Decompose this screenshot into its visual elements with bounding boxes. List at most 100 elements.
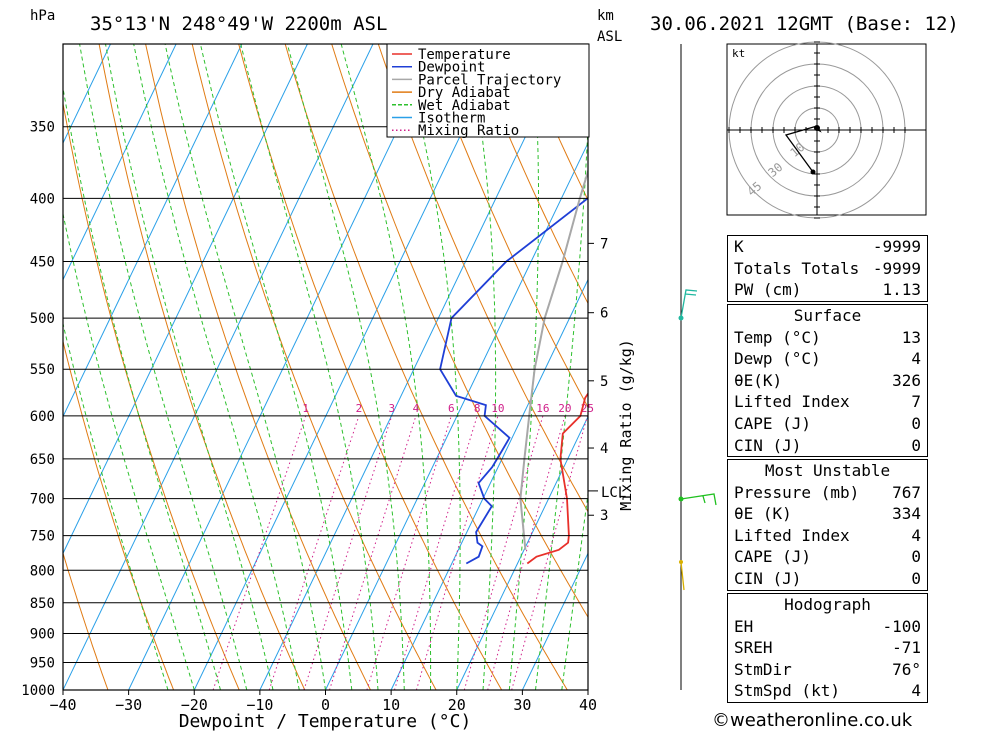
wet-adiabat-line: [164, 44, 326, 690]
most-unstable-label: θE (K): [734, 504, 792, 524]
mixing-ratio-line: [303, 415, 393, 690]
height-tick-label: 6: [600, 306, 608, 322]
mixing-ratio-line: [329, 415, 417, 690]
dry-adiabat-line: [470, 44, 588, 305]
hodograph-stat-value: -71: [892, 638, 921, 658]
mixing-ratio-label: 6: [448, 402, 455, 415]
most-unstable-label: Lifted Index: [734, 525, 850, 545]
location-title: 35°13'N 248°49'W 2200m ASL: [90, 13, 387, 35]
x-tick-label: 30: [513, 696, 531, 714]
dry-adiabat-line: [925, 26, 1000, 690]
axes: 3504004505005506006507007508008509009501…: [21, 43, 626, 714]
most-unstable-row: Pressure (mb) 767: [728, 482, 927, 504]
dry-adiabat-line: [145, 44, 371, 690]
x-tick-label: 40: [579, 696, 597, 714]
mixing-ratio-line: [511, 415, 588, 690]
isotherm-line: [521, 552, 588, 690]
x-axis-label: Dewpoint / Temperature (°C): [179, 711, 472, 732]
hodograph-point: [810, 169, 816, 175]
wind-profile: [678, 44, 717, 690]
pressure-tick-label: 1000: [21, 683, 55, 699]
surface-value: 326: [892, 370, 921, 390]
dry-adiabat-line: [98, 44, 306, 690]
isotherm-line: [325, 141, 588, 690]
hodograph-panel: Hodograph EH -100 SREH -71 StmDir 76° StmSpd (…: [727, 593, 928, 703]
pressure-tick-label: 850: [30, 596, 55, 612]
surface-label: θE(K): [734, 370, 783, 390]
km-label: km: [597, 8, 614, 24]
mixing-ratio-label: 10: [491, 402, 504, 415]
surface-label: CIN (J): [734, 435, 802, 455]
mixing-ratio-line: [487, 415, 566, 690]
pw-value: 1.13: [882, 280, 921, 300]
x-tick-label: −20: [181, 696, 208, 714]
pressure-tick-label: 350: [30, 120, 55, 136]
surface-row: Lifted Index 7: [728, 391, 927, 413]
mixing-ratio-line: [394, 415, 478, 690]
wet-adiabat-line: [63, 211, 195, 690]
x-tick-label: −10: [246, 696, 273, 714]
isotherm-line: [63, 44, 374, 690]
hodograph-point: [814, 125, 820, 131]
wet-adiabat-line: [199, 44, 353, 690]
totals-totals-row: Totals Totals -9999: [734, 258, 921, 278]
most-unstable-value: 0: [911, 547, 921, 567]
copyright-footer[interactable]: ©weatheronline.co.uk: [712, 710, 913, 731]
asl-label: ASL: [597, 29, 622, 45]
pressure-tick-label: 800: [30, 563, 55, 579]
most-unstable-label: CAPE (J): [734, 547, 812, 567]
surface-value: 4: [911, 349, 921, 369]
mixing-ratio-label: 20: [558, 402, 571, 415]
mixing-ratio-label: 1: [302, 402, 309, 415]
height-tick-label: 5: [600, 374, 608, 390]
wet-adiabat-line: [133, 44, 300, 690]
isotherm-line: [63, 44, 177, 281]
x-tick-label: −30: [115, 696, 142, 714]
x-tick-label: 0: [321, 696, 330, 714]
pw-row: PW (cm) 1.13: [734, 280, 921, 300]
mixing-ratio-line: [463, 415, 544, 690]
dry-adiabat-line: [63, 339, 175, 690]
most-unstable-row: CIN (J) 0: [728, 568, 927, 590]
legend-label: Dewpoint: [418, 60, 485, 76]
surface-label: Lifted Index: [734, 392, 850, 412]
hodograph-stat-label: SREH: [734, 638, 773, 658]
legend-label: Wet Adiabat: [418, 98, 511, 114]
surface-title: Surface: [793, 306, 862, 325]
k-index-value: -9999: [872, 237, 921, 256]
hodograph-stat-value: -100: [882, 616, 921, 636]
legend-label: Dry Adiabat: [418, 85, 511, 101]
surface-label: CAPE (J): [734, 413, 812, 433]
dry-adiabat-line: [63, 100, 240, 690]
wet-adiabat-line: [535, 115, 588, 690]
dry-adiabat-line: [284, 44, 568, 690]
legend-label: Isotherm: [418, 111, 485, 127]
isotherm-line: [63, 44, 111, 145]
surface-value: 7: [911, 392, 921, 412]
pressure-tick-label: 500: [30, 311, 55, 327]
hodograph-title: Hodograph: [784, 595, 871, 614]
hodograph-stat-label: StmDir: [734, 659, 792, 679]
surface-label: Dewp (°C): [734, 349, 821, 369]
hpa-label: hPa: [30, 8, 55, 24]
surface-row: Dewp (°C) 4: [728, 348, 927, 370]
isotherm-line: [259, 44, 571, 690]
wet-adiabat-line: [402, 44, 461, 690]
dry-adiabat-line: [191, 44, 437, 690]
pressure-tick-label: 400: [30, 191, 55, 207]
k-index-row: K -9999: [734, 237, 921, 256]
dry-adiabat-line: [377, 44, 588, 513]
most-unstable-value: 4: [911, 525, 921, 545]
wet-adiabat-line: [105, 44, 274, 690]
legend-label: Temperature: [418, 47, 511, 63]
hodograph-stat-label: EH: [734, 616, 754, 636]
lcl-label: LCL: [601, 485, 626, 501]
wind-barb-lower: [679, 560, 685, 591]
x-tick-label: 20: [448, 696, 466, 714]
plot-frame: [62, 43, 589, 691]
height-tick-label: 3: [600, 508, 608, 524]
mixing-ratio-line: [212, 415, 307, 690]
surface-label: Temp (°C): [734, 327, 821, 347]
surface-value: 0: [911, 435, 921, 455]
